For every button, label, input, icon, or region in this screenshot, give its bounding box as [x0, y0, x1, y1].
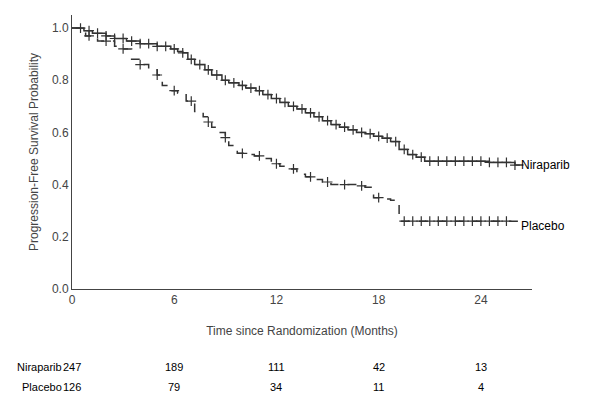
svg-text:13: 13: [475, 361, 487, 373]
svg-text:Placebo: Placebo: [22, 381, 62, 393]
svg-text:Niraparib: Niraparib: [17, 361, 62, 373]
svg-text:247: 247: [63, 361, 81, 373]
svg-text:189: 189: [165, 361, 183, 373]
svg-text:111: 111: [268, 361, 285, 373]
svg-text:12: 12: [270, 293, 284, 307]
svg-text:6: 6: [171, 293, 178, 307]
svg-text:4: 4: [478, 381, 484, 393]
svg-text:0: 0: [69, 293, 76, 307]
svg-text:42: 42: [373, 361, 385, 373]
svg-text:0.2: 0.2: [52, 230, 69, 244]
svg-text:0.0: 0.0: [52, 282, 69, 296]
svg-text:79: 79: [168, 381, 180, 393]
svg-text:Niraparib: Niraparib: [521, 158, 570, 172]
svg-text:0.4: 0.4: [52, 178, 69, 192]
svg-text:Progression-Free Survival Prob: Progression-Free Survival Probability: [27, 53, 41, 251]
svg-text:24: 24: [474, 293, 488, 307]
svg-text:34: 34: [270, 381, 282, 393]
svg-text:11: 11: [373, 381, 384, 393]
svg-text:126: 126: [63, 381, 81, 393]
svg-text:18: 18: [372, 293, 386, 307]
svg-text:Placebo: Placebo: [521, 219, 565, 233]
svg-text:0.6: 0.6: [52, 126, 69, 140]
svg-text:0.8: 0.8: [52, 73, 69, 87]
svg-text:Time since Randomization (Mont: Time since Randomization (Months): [206, 324, 398, 338]
svg-text:1.0: 1.0: [52, 21, 69, 35]
